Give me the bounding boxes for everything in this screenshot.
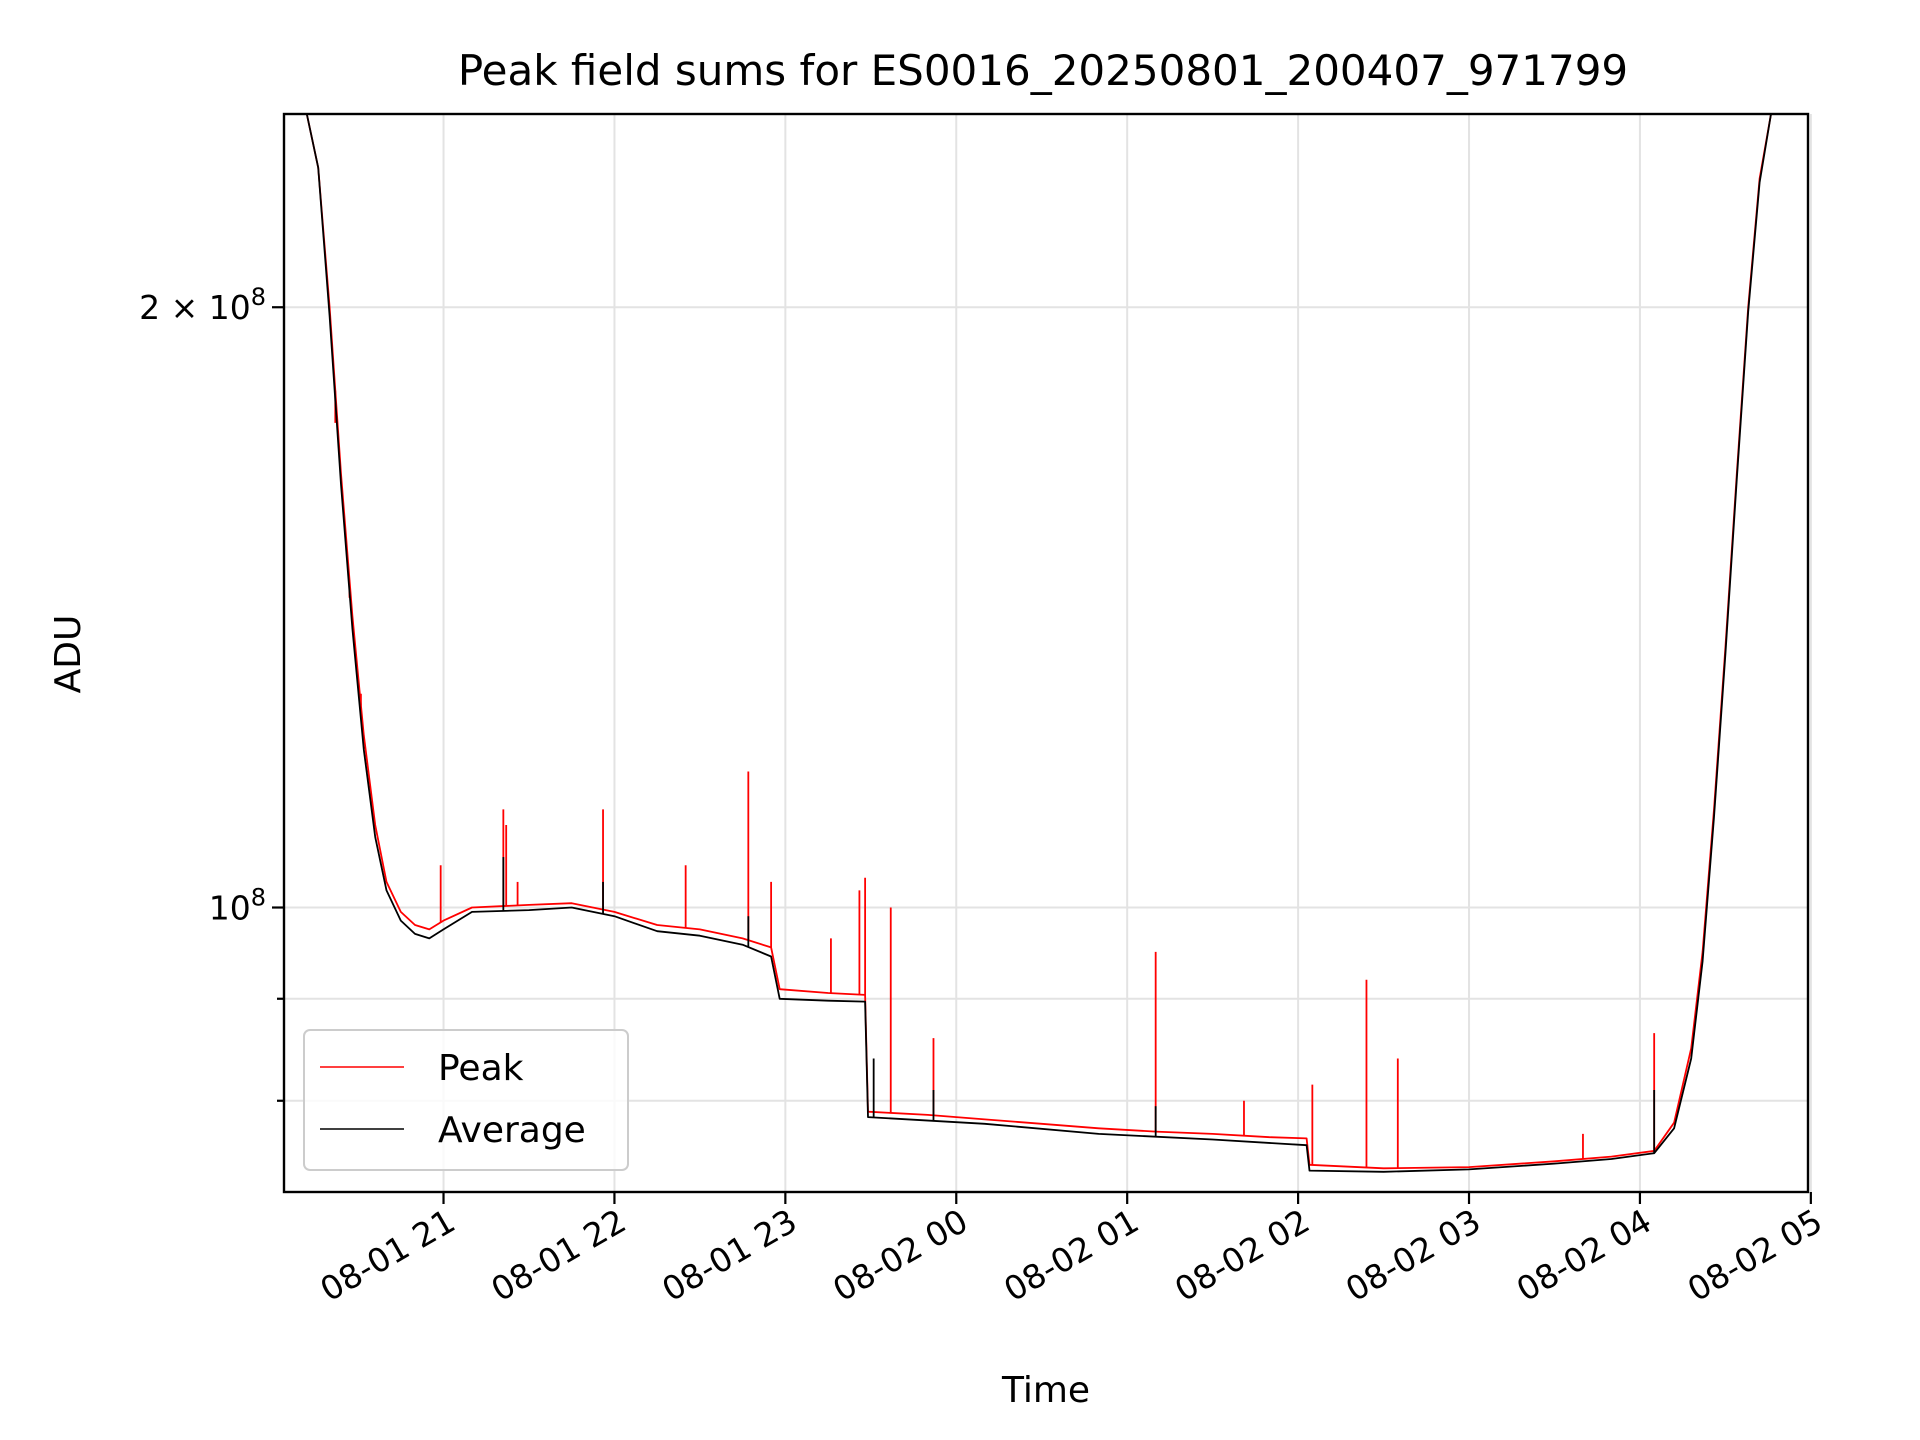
legend-box (303, 1029, 629, 1171)
series-layer (284, 114, 1808, 1173)
chart-title: Peak field sums for ES0016_20250801_2004… (458, 46, 1628, 95)
y-tick-label: 2 × 108 (139, 283, 266, 327)
legend: Peak Average (303, 1029, 629, 1171)
y-axis-label: ADU (48, 615, 89, 694)
series-average (284, 114, 1808, 1173)
x-axis-label: Time (1001, 1370, 1090, 1411)
grid-layer (284, 114, 1812, 1192)
legend-label-average: Average (438, 1110, 586, 1151)
series-line-average (284, 114, 1808, 1173)
legend-label-peak: Peak (438, 1048, 524, 1089)
plot-frame (282, 112, 1810, 1194)
